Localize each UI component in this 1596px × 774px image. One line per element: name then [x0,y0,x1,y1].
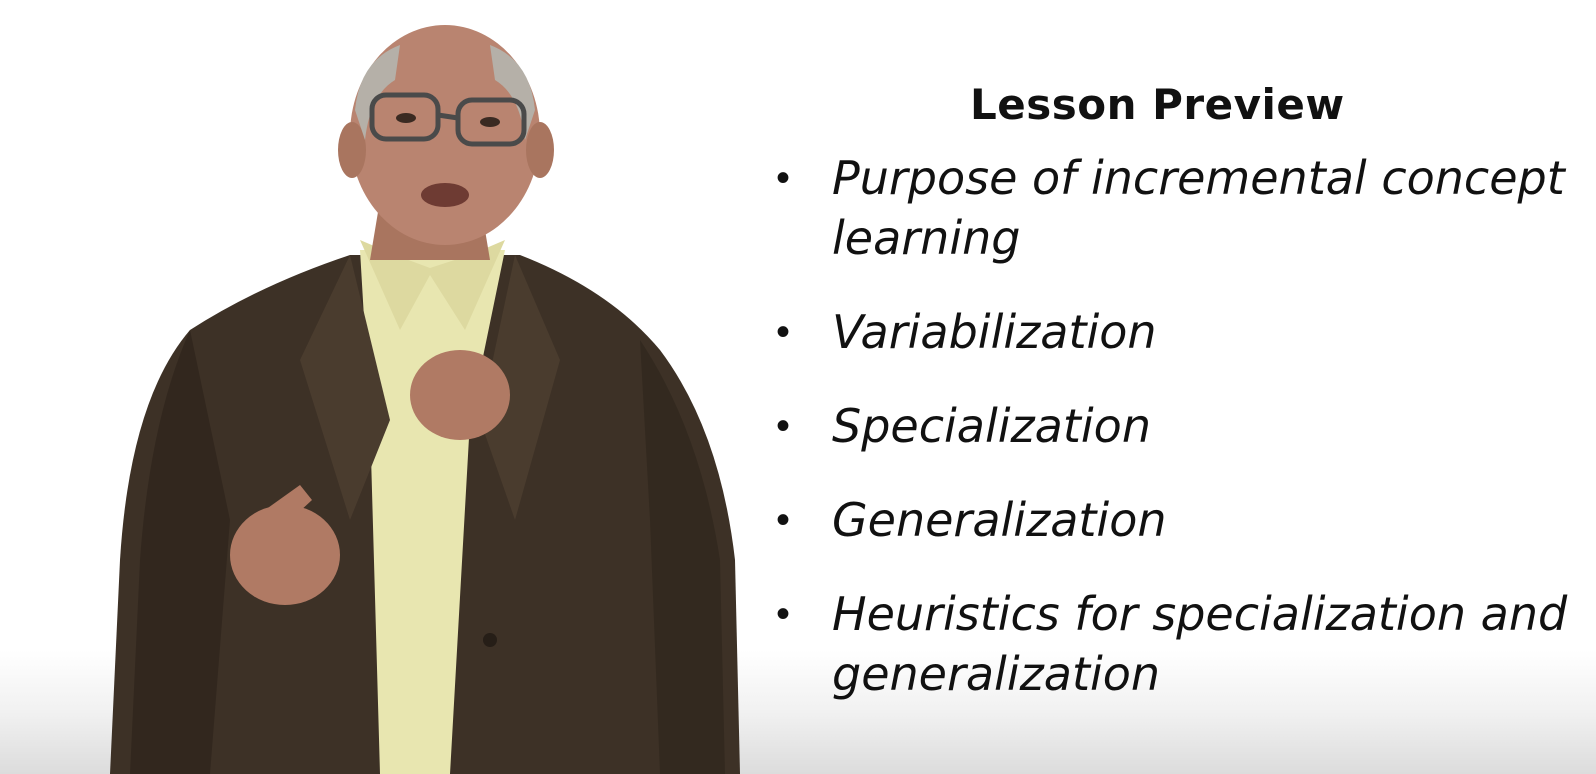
bullet-item: Purpose of incremental concept learning [770,148,1570,268]
bullet-item: Heuristics for specialization and genera… [770,584,1570,704]
bullet-list: Purpose of incremental concept learning … [770,148,1570,704]
slide-title: Lesson Preview [970,80,1345,129]
presenter-photo [110,25,740,774]
lesson-slide: Lesson Preview Purpose of incremental co… [770,80,1570,704]
bullet-item: Specialization [770,396,1570,456]
bullet-item: Variabilization [770,302,1570,362]
bullet-item: Generalization [770,490,1570,550]
